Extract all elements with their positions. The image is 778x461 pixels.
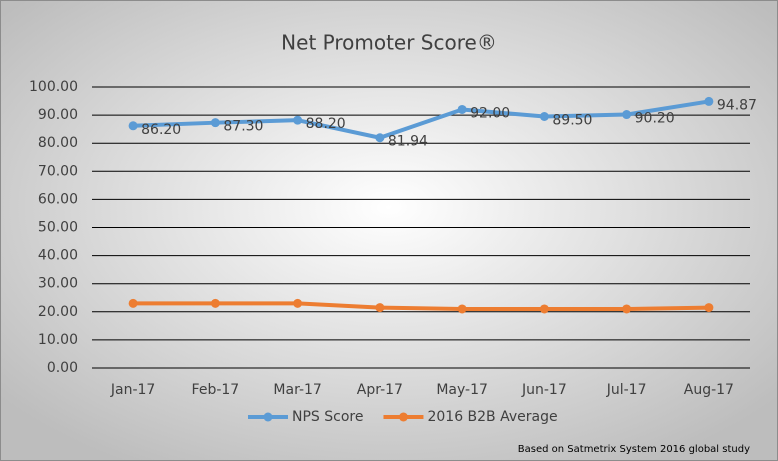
- y-tick-label: 100.00: [29, 79, 78, 95]
- data-point: [128, 121, 138, 131]
- x-tick-label: Mar-17: [273, 382, 321, 398]
- y-tick-label: 20.00: [38, 304, 78, 320]
- data-point: [293, 298, 303, 308]
- x-tick-label: Aug-17: [684, 382, 734, 398]
- data-label: 89.50: [552, 113, 592, 129]
- y-tick-label: 10.00: [38, 332, 78, 348]
- data-label: 87.30: [223, 119, 263, 135]
- data-point: [539, 304, 549, 314]
- data-label: 90.20: [635, 111, 675, 127]
- x-tick-label: Feb-17: [192, 382, 240, 398]
- data-point: [210, 298, 220, 308]
- legend-marker: [263, 412, 273, 422]
- y-tick-label: 30.00: [38, 276, 78, 292]
- data-point: [704, 96, 714, 106]
- data-point: [375, 303, 385, 313]
- data-point: [622, 110, 632, 120]
- data-point: [457, 104, 467, 114]
- y-tick-label: 60.00: [38, 191, 78, 207]
- legend-label: 2016 B2B Average: [427, 409, 557, 425]
- data-point: [622, 304, 632, 314]
- x-tick-label: Jul-17: [606, 382, 647, 398]
- x-tick-label: Apr-17: [357, 382, 403, 398]
- footnote: Based on Satmetrix System 2016 global st…: [518, 444, 750, 455]
- data-point: [375, 133, 385, 143]
- data-point: [210, 118, 220, 128]
- data-label: 88.20: [306, 116, 346, 132]
- data-point: [128, 298, 138, 308]
- data-point: [539, 112, 549, 122]
- data-label: 92.00: [470, 105, 510, 121]
- data-point: [704, 303, 714, 313]
- y-tick-label: 40.00: [38, 248, 78, 264]
- data-point: [293, 115, 303, 125]
- data-point: [457, 304, 467, 314]
- data-label: 81.94: [388, 134, 428, 150]
- series-line: [133, 301, 709, 311]
- series-line: [133, 99, 710, 140]
- y-tick-label: 0.00: [47, 360, 78, 376]
- x-tick-label: Jan-17: [110, 382, 155, 398]
- data-label: 86.20: [141, 122, 181, 138]
- x-tick-label: May-17: [436, 382, 488, 398]
- y-tick-label: 50.00: [38, 220, 78, 236]
- chart-title: Net Promoter Score®: [281, 31, 497, 55]
- x-tick-label: Jun-17: [521, 382, 567, 398]
- legend-marker: [398, 412, 408, 422]
- y-tick-label: 70.00: [38, 163, 78, 179]
- data-label: 94.87: [717, 97, 757, 113]
- y-tick-label: 80.00: [38, 135, 78, 151]
- y-tick-label: 90.00: [38, 107, 78, 123]
- legend-label: NPS Score: [292, 409, 363, 425]
